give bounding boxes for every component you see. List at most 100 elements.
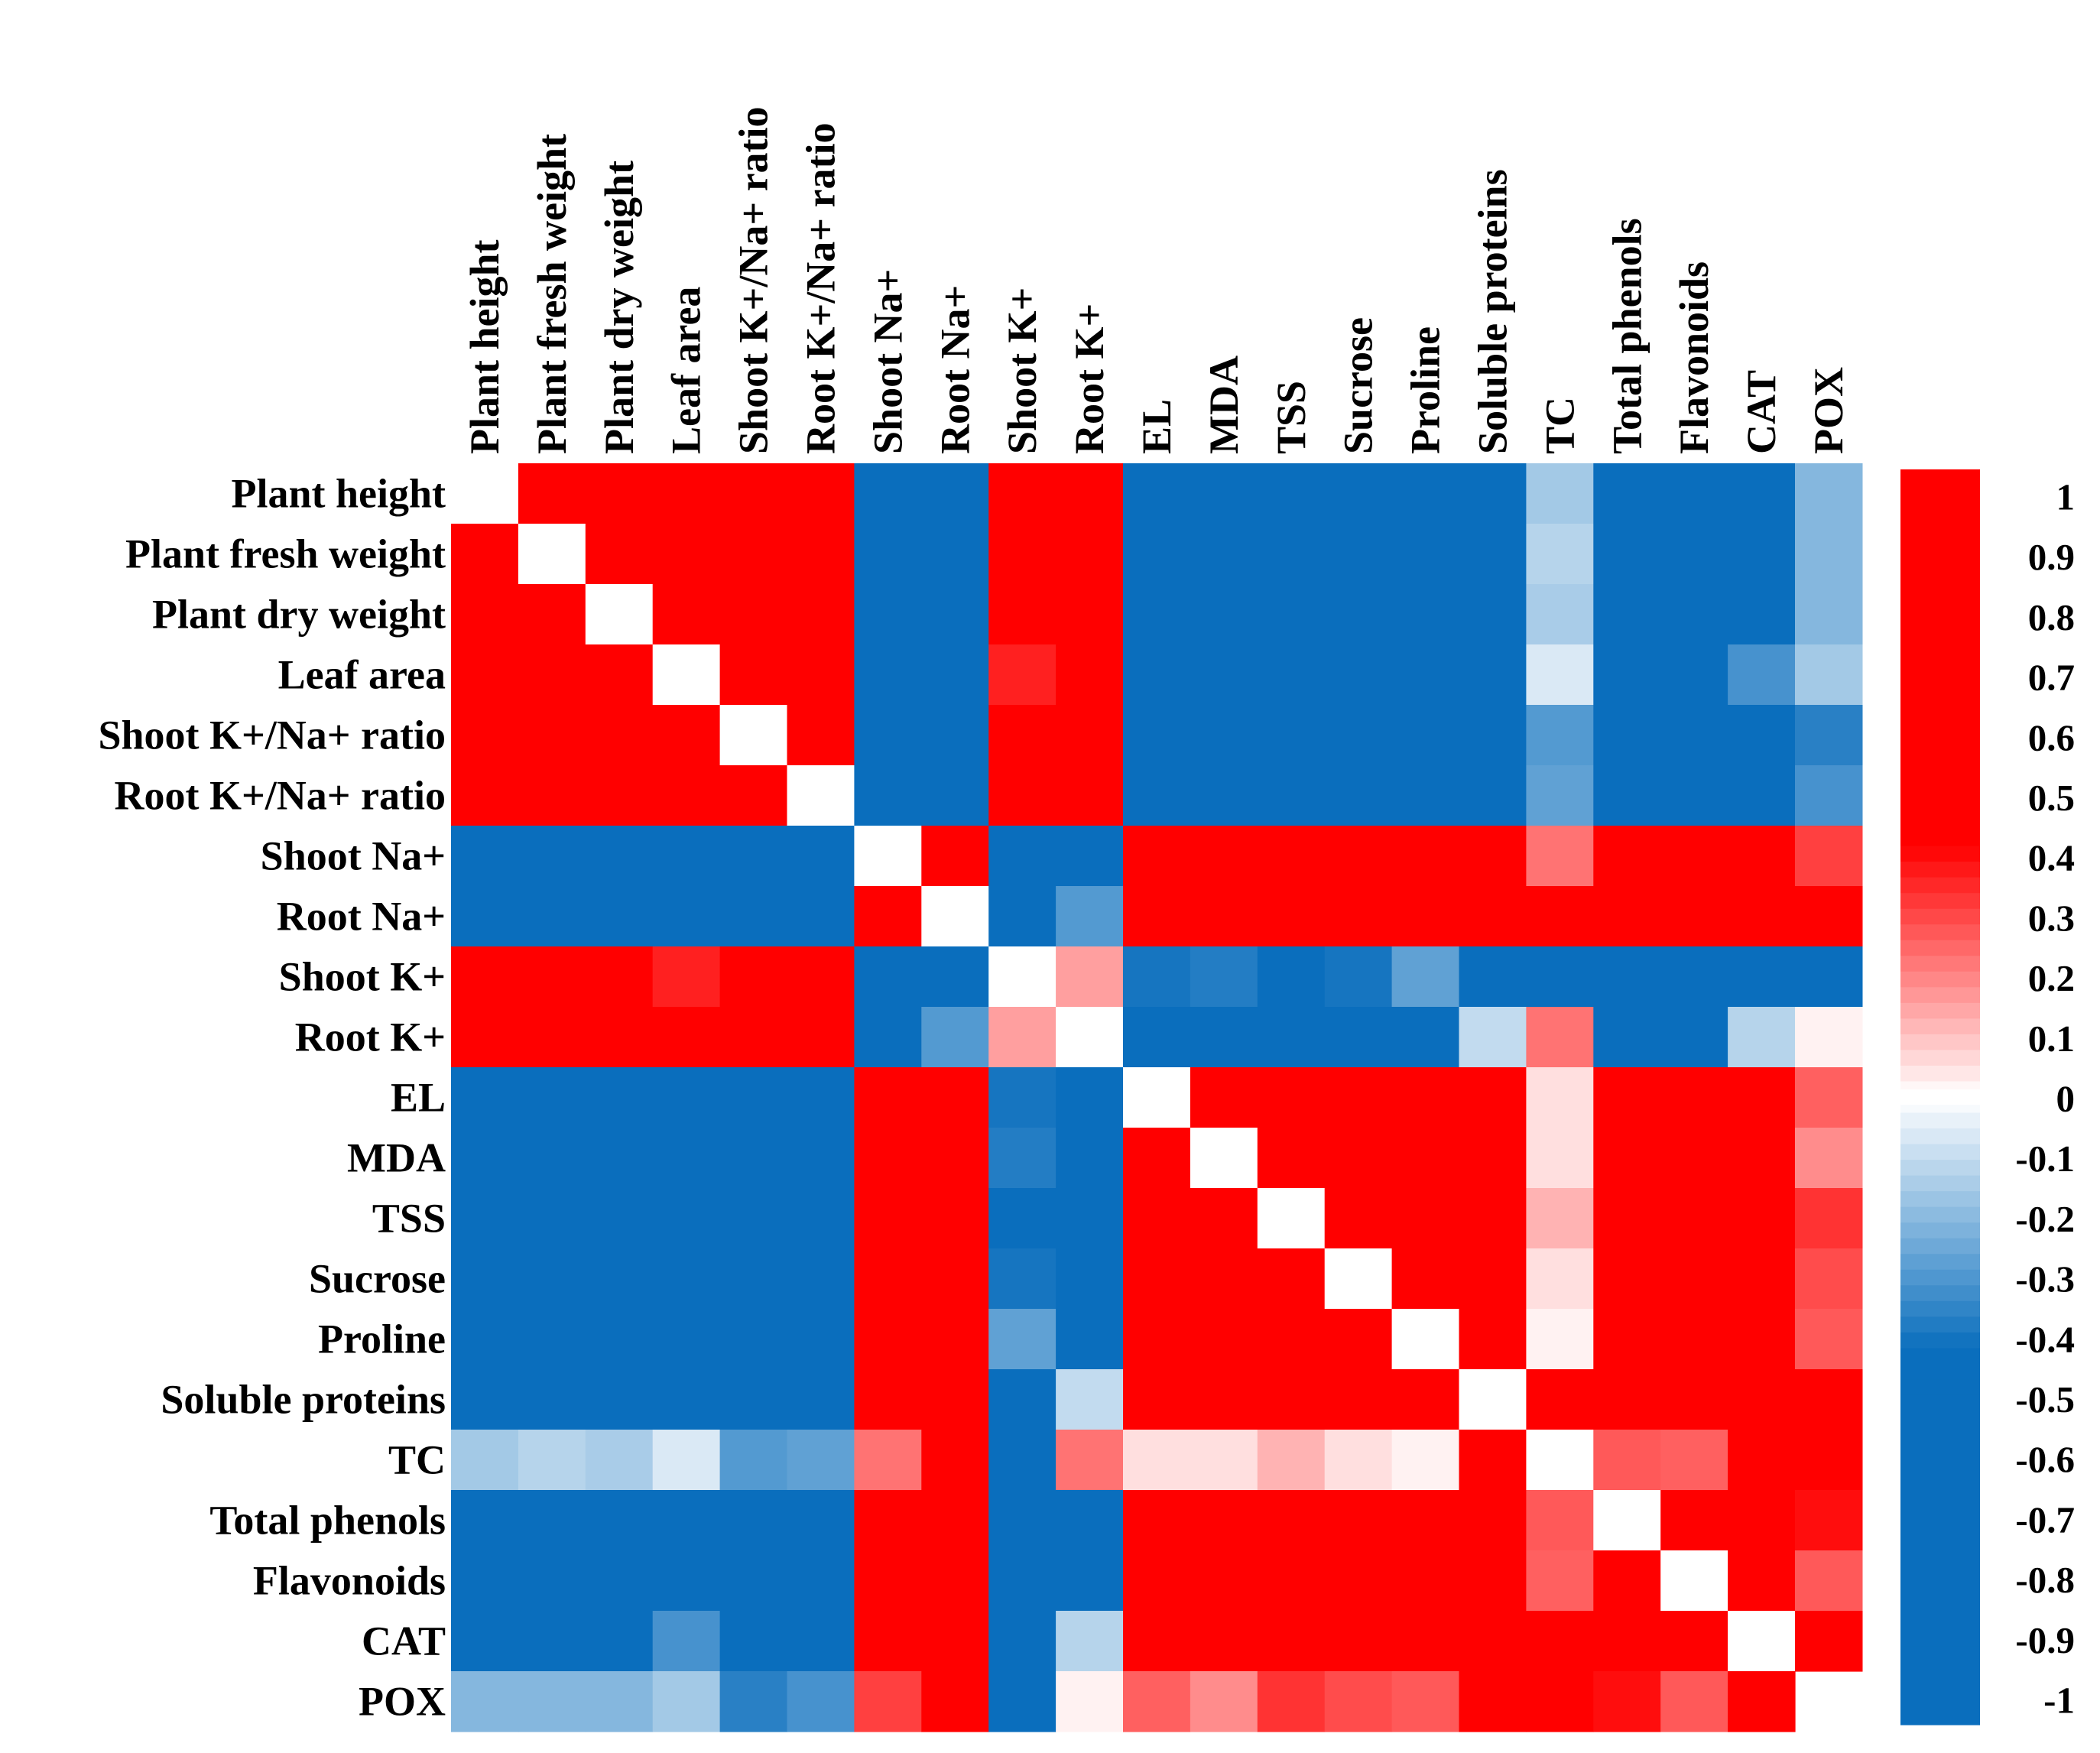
heatmap-cell (1391, 1309, 1460, 1370)
heatmap-cell (854, 1430, 922, 1491)
heatmap-cell (1728, 584, 1796, 645)
heatmap-cell (719, 765, 788, 826)
heatmap-cell (1391, 644, 1460, 706)
column-label: Proline (1403, 326, 1449, 454)
heatmap-cell (854, 463, 922, 524)
heatmap-cell (719, 1128, 788, 1189)
colorbar-band (1900, 547, 1980, 564)
heatmap-cell (518, 1128, 586, 1189)
heatmap-cell (1728, 644, 1796, 706)
colorbar-band (1900, 1254, 1980, 1271)
colorbar-band (1900, 1160, 1980, 1177)
colorbar-band (1900, 1363, 1980, 1381)
colorbar-band (1900, 1536, 1980, 1553)
heatmap-cell (1526, 886, 1594, 947)
heatmap-cell (1728, 1248, 1796, 1310)
heatmap-cell (1257, 1248, 1326, 1310)
heatmap-cell (1526, 1550, 1594, 1612)
column-label: Shoot K+ (999, 287, 1045, 454)
colorbar-band (1900, 971, 1980, 988)
heatmap-cell (652, 1369, 721, 1430)
heatmap-cell (451, 1671, 519, 1732)
heatmap-cell (518, 705, 586, 766)
colorbar-band (1900, 783, 1980, 800)
heatmap-cell (1190, 1671, 1258, 1732)
heatmap-cell (451, 886, 519, 947)
colorbar-band (1900, 485, 1980, 502)
heatmap-cell (719, 1611, 788, 1672)
heatmap-cell (1660, 946, 1728, 1008)
heatmap-cell (1391, 1128, 1460, 1189)
row-labels: Plant height Plant fresh weight Plant dry … (98, 471, 446, 1725)
colorbar-band (1900, 1411, 1980, 1427)
heatmap-cell (1593, 463, 1661, 524)
heatmap-cell (1123, 1611, 1191, 1672)
heatmap-cell (1391, 705, 1460, 766)
heatmap-cell (1795, 1611, 1863, 1672)
heatmap-cell (719, 1188, 788, 1249)
colorbar-tick-label: 0.8 (2028, 596, 2075, 638)
heatmap-cell (719, 1369, 788, 1430)
heatmap-cell (1056, 1067, 1124, 1128)
heatmap-cell (988, 644, 1056, 706)
row-label: CAT (362, 1618, 446, 1664)
colorbar-tick-label: 0.3 (2028, 897, 2075, 939)
heatmap-cell (988, 1611, 1056, 1672)
colorbar-band (1900, 1677, 1980, 1694)
heatmap-cell (1324, 1128, 1393, 1189)
heatmap-cell (1795, 705, 1863, 766)
row-label: MDA (347, 1135, 446, 1181)
row-label: Proline (318, 1316, 446, 1362)
row-label: Shoot Na+ (261, 833, 446, 879)
heatmap-cell (1795, 1007, 1863, 1068)
heatmap-cell (518, 1369, 586, 1430)
heatmap-cell (451, 1430, 519, 1491)
heatmap-cell (1660, 886, 1728, 947)
heatmap-cell (1257, 1188, 1326, 1249)
heatmap-cell (1593, 765, 1661, 826)
heatmap-cell (1324, 886, 1393, 947)
heatmap-cell (1123, 1430, 1191, 1491)
heatmap-cell (1660, 1671, 1728, 1732)
colorbar-band (1900, 1238, 1980, 1255)
heatmap-cell (1056, 765, 1124, 826)
heatmap-cell (854, 1550, 922, 1612)
heatmap-cell (1593, 1490, 1661, 1551)
heatmap-cell (787, 1671, 855, 1732)
heatmap-cell (1123, 1550, 1191, 1612)
heatmap-cell (988, 584, 1056, 645)
heatmap-cell (518, 1188, 586, 1249)
column-label: POX (1806, 367, 1852, 454)
heatmap-cell (854, 886, 922, 947)
colorbar-tick-label: -0.5 (2015, 1378, 2075, 1420)
heatmap-cell (1056, 1369, 1124, 1430)
heatmap-cell (1190, 1248, 1258, 1310)
heatmap-cell (1391, 1188, 1460, 1249)
column-label: Flavonoids (1671, 261, 1717, 454)
heatmap-cell (921, 1188, 989, 1249)
colorbar-band (1900, 1379, 1980, 1396)
heatmap-cell (1526, 946, 1594, 1008)
heatmap-cell (1324, 1248, 1393, 1310)
heatmap-cell (1459, 1430, 1527, 1491)
heatmap-cell (1190, 946, 1258, 1008)
heatmap-cell (1391, 1611, 1460, 1672)
heatmap-cell (1324, 524, 1393, 585)
heatmap-cell (921, 524, 989, 585)
heatmap-cell (1123, 1128, 1191, 1189)
heatmap-cell (1526, 1248, 1594, 1310)
colorbar-band (1900, 862, 1980, 878)
heatmap-cell (1123, 463, 1191, 524)
colorbar-tick-label: 0.1 (2028, 1018, 2075, 1060)
heatmap-cell (1123, 1067, 1191, 1128)
heatmap-cell (518, 1067, 586, 1128)
heatmap-cell (1795, 1369, 1863, 1430)
colorbar-band (1900, 1269, 1980, 1286)
heatmap-cell (988, 1248, 1056, 1310)
heatmap-cell (921, 1430, 989, 1491)
heatmap-cell (1526, 1671, 1594, 1732)
heatmap-cell (988, 765, 1056, 826)
heatmap-cell (518, 765, 586, 826)
heatmap-cell (518, 1550, 586, 1612)
